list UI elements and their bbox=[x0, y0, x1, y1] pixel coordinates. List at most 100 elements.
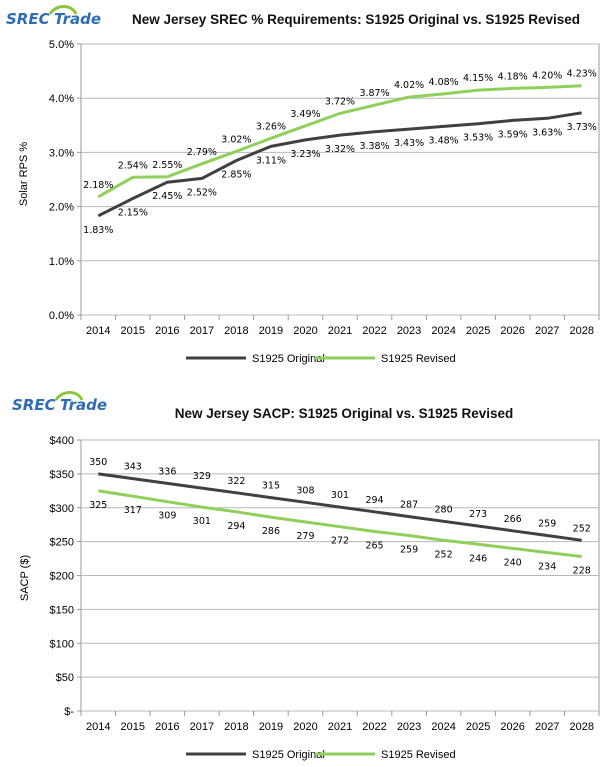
x-tick-label: 2015 bbox=[121, 325, 145, 337]
plot-area: 0.0% 1.0% 2.0% 3.0% 4.0% 5.0% 2014 2015 2016 2017… bbox=[49, 39, 600, 337]
data-label: 252 bbox=[435, 549, 453, 560]
data-label: 4.02% bbox=[394, 80, 424, 91]
series-line-original bbox=[98, 472, 582, 542]
legend-label-original: S1925 Original bbox=[252, 749, 325, 761]
y-tick-label: $150 bbox=[50, 604, 74, 616]
data-label: 4.23% bbox=[567, 69, 597, 80]
y-tick-label: $200 bbox=[50, 571, 74, 583]
x-tick-label: 2014 bbox=[86, 721, 110, 733]
x-tick-label: 2025 bbox=[466, 721, 490, 733]
data-label: 315 bbox=[262, 481, 280, 492]
data-label: 279 bbox=[296, 531, 314, 542]
data-label: 336 bbox=[158, 466, 176, 477]
data-label: 2.85% bbox=[221, 170, 251, 181]
x-tick-label: 2015 bbox=[121, 721, 145, 733]
data-label: 3.49% bbox=[290, 109, 320, 120]
legend-label-revised: S1925 Revised bbox=[381, 353, 456, 365]
legend-label-revised: S1925 Revised bbox=[381, 749, 456, 761]
y-tick-label: 5.0% bbox=[49, 39, 74, 51]
y-tick-label: $400 bbox=[50, 435, 74, 447]
series-line-revised bbox=[98, 489, 582, 558]
chart-title: New Jersey SACP: S1925 Original vs. S192… bbox=[175, 406, 513, 421]
y-tick-label: 2.0% bbox=[49, 202, 74, 214]
chart-title: New Jersey SREC % Requirements: S1925 Or… bbox=[132, 12, 580, 27]
data-label: 259 bbox=[538, 519, 556, 530]
data-label: 294 bbox=[365, 495, 383, 506]
y-tick-label: $300 bbox=[50, 503, 74, 515]
chart-panel-srec: SREC Trade New Jersey SREC % Requirement… bbox=[6, 5, 600, 365]
data-label: 343 bbox=[124, 462, 142, 473]
x-tick-label: 2019 bbox=[259, 721, 283, 733]
x-tick-label: 2020 bbox=[293, 721, 317, 733]
data-label: 234 bbox=[538, 561, 556, 572]
x-tick-label: 2016 bbox=[155, 325, 179, 337]
x-tick-label: 2024 bbox=[431, 721, 455, 733]
x-tick-label: 2022 bbox=[362, 721, 386, 733]
x-tick-label: 2022 bbox=[362, 325, 386, 337]
data-label: 4.15% bbox=[463, 73, 493, 84]
x-tick-label: 2018 bbox=[224, 721, 248, 733]
y-tick-label: $350 bbox=[50, 469, 74, 481]
data-label: 3.63% bbox=[532, 127, 562, 138]
data-label: 259 bbox=[400, 545, 418, 556]
data-label: 2.79% bbox=[187, 147, 217, 158]
y-axis-label: Solar RPS % bbox=[18, 142, 30, 206]
data-label: 252 bbox=[573, 523, 591, 534]
data-label: 4.20% bbox=[532, 70, 562, 81]
data-label: 3.73% bbox=[567, 122, 597, 133]
data-label: 309 bbox=[158, 511, 176, 522]
x-tick-label: 2018 bbox=[224, 325, 248, 337]
data-label: 308 bbox=[296, 485, 314, 496]
logo-swoosh-icon bbox=[48, 5, 78, 15]
data-label: 286 bbox=[262, 526, 280, 537]
legend: S1925 Original S1925 Revised bbox=[186, 353, 456, 365]
legend-label-original: S1925 Original bbox=[252, 353, 325, 365]
data-label: 246 bbox=[469, 553, 487, 564]
plot-area: $- $50 $100 $150 $200 $250 $300 $350 $400 2014 201… bbox=[50, 435, 600, 733]
y-tick-label: $- bbox=[64, 706, 74, 718]
data-label: 3.23% bbox=[290, 149, 320, 160]
legend: S1925 Original S1925 Revised bbox=[186, 749, 456, 761]
data-label: 266 bbox=[504, 514, 522, 525]
data-label: 3.53% bbox=[463, 133, 493, 144]
x-tick-label: 2017 bbox=[190, 325, 214, 337]
data-label: 240 bbox=[504, 557, 522, 568]
data-label: 3.43% bbox=[394, 138, 424, 149]
plot-border bbox=[80, 43, 600, 316]
data-label: 4.18% bbox=[498, 71, 528, 82]
y-tick-label: $100 bbox=[50, 638, 74, 650]
data-label: 2.55% bbox=[152, 160, 182, 171]
chart-panel-sacp: SREC Trade New Jersey SACP: S1925 Origin… bbox=[0, 384, 612, 767]
x-tick-label: 2014 bbox=[86, 325, 110, 337]
data-label: 301 bbox=[193, 516, 211, 527]
data-label: 301 bbox=[331, 490, 349, 501]
srec-trade-logo: SREC Trade bbox=[6, 5, 101, 28]
y-tick-label: 3.0% bbox=[49, 147, 74, 159]
data-label: 3.38% bbox=[359, 141, 389, 152]
data-label: 2.52% bbox=[187, 187, 217, 198]
x-tick-label: 2016 bbox=[155, 721, 179, 733]
data-label: 322 bbox=[227, 476, 245, 487]
x-tick-label: 2024 bbox=[431, 325, 455, 337]
x-tick-label: 2026 bbox=[500, 325, 524, 337]
data-label: 2.15% bbox=[118, 207, 148, 218]
data-label: 272 bbox=[331, 536, 349, 547]
data-label: 3.26% bbox=[256, 121, 286, 132]
x-tick-label: 2023 bbox=[397, 325, 421, 337]
x-tick-label: 2020 bbox=[293, 325, 317, 337]
data-label: 287 bbox=[400, 500, 418, 511]
data-label: 265 bbox=[365, 540, 383, 551]
data-label: 317 bbox=[124, 505, 142, 516]
x-tick-label: 2017 bbox=[190, 721, 214, 733]
logo-srec-text: SREC bbox=[6, 10, 50, 28]
data-label: 3.72% bbox=[325, 96, 355, 107]
series-line-original bbox=[97, 111, 582, 218]
data-label: 3.48% bbox=[429, 135, 459, 146]
srec-chart: SREC Trade New Jersey SREC % Requirement… bbox=[6, 5, 600, 365]
data-label: 3.32% bbox=[325, 144, 355, 155]
series-line-revised bbox=[97, 84, 582, 199]
x-tick-label: 2023 bbox=[397, 721, 421, 733]
sacp-chart: SREC Trade New Jersey SACP: S1925 Origin… bbox=[12, 391, 600, 761]
y-axis-label: SACP ($) bbox=[19, 555, 31, 601]
data-label: 1.83% bbox=[83, 225, 113, 236]
